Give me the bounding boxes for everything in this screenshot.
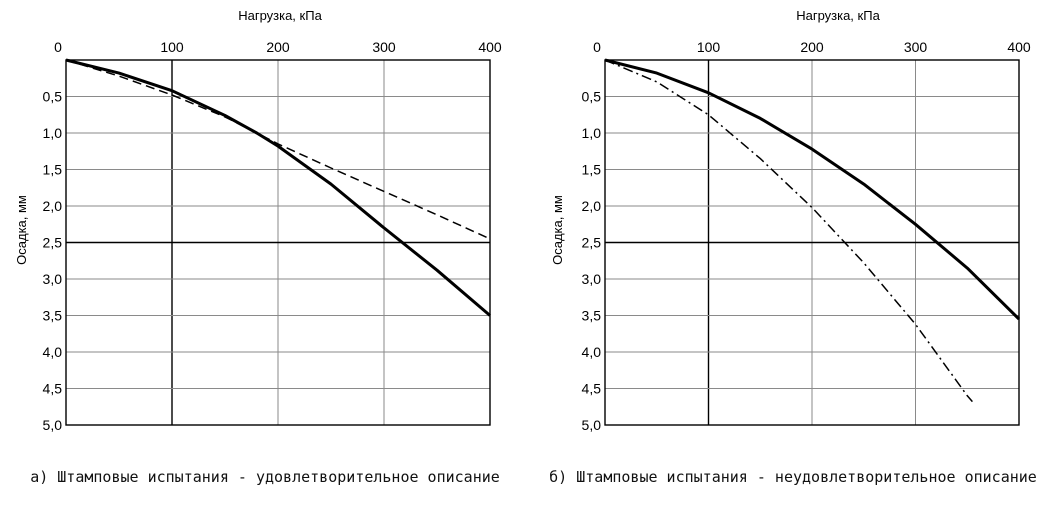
- y-tick-label: 2,5: [582, 235, 602, 251]
- y-tick-label: 4,0: [43, 344, 63, 360]
- y-tick-label: 3,5: [43, 308, 63, 324]
- x-tick-label: 400: [478, 39, 502, 55]
- y-axis-title: Осадка, мм: [550, 195, 565, 265]
- series-line-solid: [65, 58, 491, 317]
- x-tick-label: 400: [1007, 39, 1031, 55]
- series-line-dashed: [65, 59, 491, 240]
- y-tick-label: 2,5: [43, 235, 63, 251]
- plot-frame: [604, 59, 1020, 426]
- x-tick-label: 200: [266, 39, 290, 55]
- x-axis-title: Нагрузка, кПа: [238, 8, 322, 23]
- plot-frame: [65, 59, 491, 426]
- y-tick-label: 1,5: [43, 162, 63, 178]
- y-tick-label: 4,0: [582, 344, 602, 360]
- y-tick-label: 4,5: [582, 381, 602, 397]
- x-tick-label: 300: [372, 39, 396, 55]
- y-tick-label: 2,0: [582, 198, 602, 214]
- caption-a: а) Штамповые испытания - удовлетворитель…: [30, 468, 500, 486]
- x-tick-label: 100: [160, 39, 184, 55]
- x-tick-label: 300: [904, 39, 928, 55]
- y-tick-label: 0,5: [582, 89, 602, 105]
- chart-panel-a: 0 100 200 300 400 0,5 1,0 1,5 2,0 2,5 3,0 3,5 4,0 4,5…: [14, 8, 502, 433]
- x-tick-label: 100: [697, 39, 721, 55]
- y-tick-label: 1,5: [582, 162, 602, 178]
- y-tick-label: 1,0: [582, 125, 602, 141]
- x-axis-title: Нагрузка, кПа: [796, 8, 880, 23]
- y-tick-label: 5,0: [582, 417, 602, 433]
- series-line-dash-dot: [604, 59, 973, 403]
- y-tick-label: 5,0: [43, 417, 63, 433]
- x-tick-label: 0: [593, 39, 601, 55]
- y-tick-label: 2,0: [43, 198, 63, 214]
- y-tick-label: 1,0: [43, 125, 63, 141]
- y-tick-label: 0,5: [43, 89, 63, 105]
- x-tick-label: 200: [800, 39, 824, 55]
- caption-b: б) Штамповые испытания - неудовлетворите…: [549, 468, 1037, 486]
- y-tick-label: 3,0: [582, 271, 602, 287]
- chart-panel-b: 0 100 200 300 400 0,5 1,0 1,5 2,0 2,5 3,0 3,5 4,0 4,5…: [550, 8, 1031, 433]
- y-tick-label: 4,5: [43, 381, 63, 397]
- series-line-solid: [604, 58, 1021, 321]
- y-tick-label: 3,5: [582, 308, 602, 324]
- y-tick-label: 3,0: [43, 271, 63, 287]
- y-axis-title: Осадка, мм: [14, 195, 29, 265]
- x-tick-label: 0: [54, 39, 62, 55]
